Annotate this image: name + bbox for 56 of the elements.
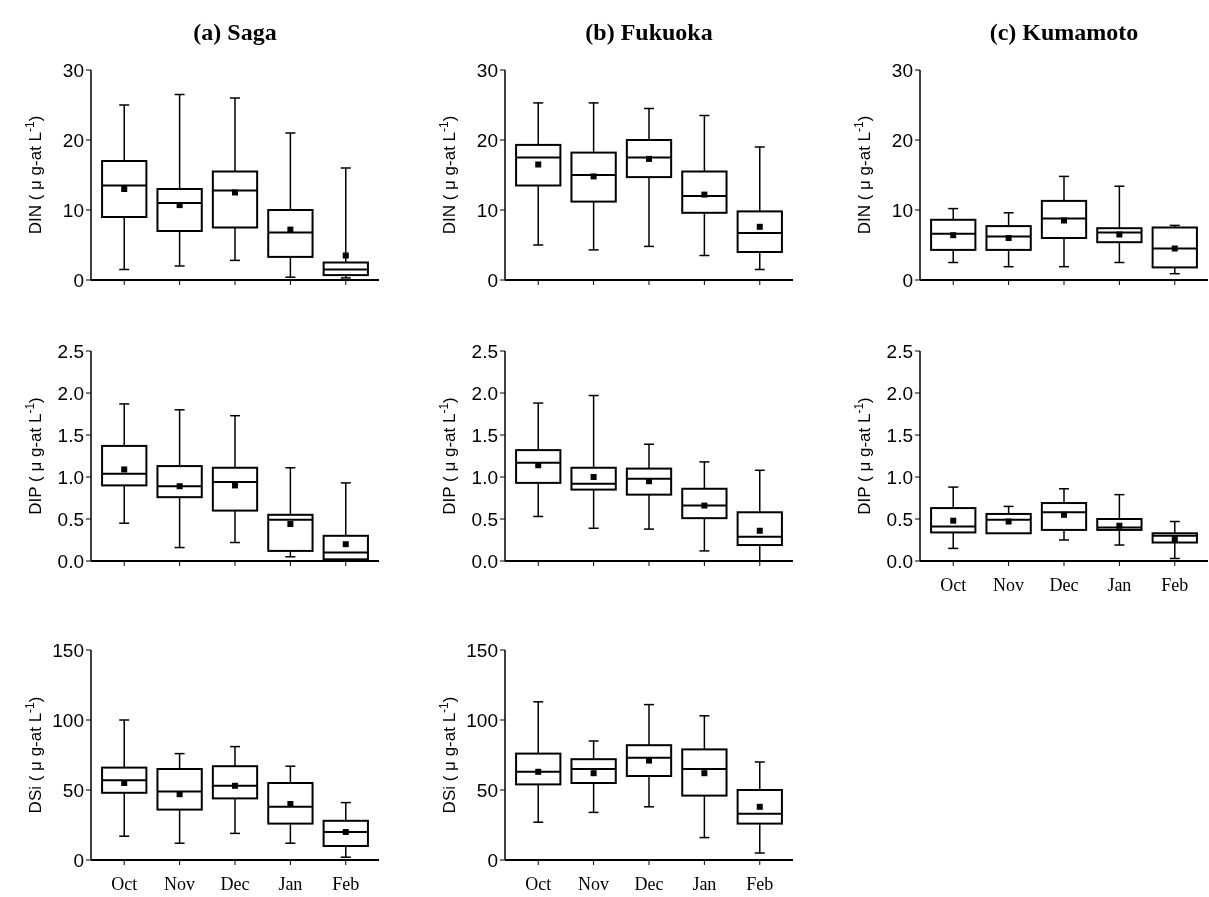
y-tick-label: 2.5	[886, 340, 913, 362]
y-tick-label: 100	[52, 709, 84, 731]
y-tick-label: 0.5	[886, 508, 913, 530]
y-tick-label: 0	[902, 269, 913, 291]
y-tick-label: 1.0	[886, 466, 913, 488]
y-tick-label: 0	[487, 849, 498, 871]
y-tick-label: 50	[62, 779, 84, 801]
y-tick-label: 0	[73, 269, 84, 291]
x-tick-label: Nov	[993, 575, 1025, 595]
y-tick-label: 0.0	[471, 550, 498, 572]
y-tick-label: 30	[891, 59, 913, 81]
y-tick-label: 30	[476, 59, 498, 81]
y-tick-label: 20	[476, 129, 498, 151]
y-tick-label: 10	[62, 199, 84, 221]
y-tick-label: 1.0	[57, 466, 84, 488]
x-tick-label: Jan	[278, 874, 303, 894]
y-tick-label: 2.0	[471, 382, 498, 404]
x-tick-label: Oct	[525, 874, 552, 894]
x-tick-label: Dec	[220, 874, 250, 894]
y-tick-label: 20	[62, 129, 84, 151]
y-tick-label: 2.0	[886, 382, 913, 404]
y-tick-label: 0.5	[57, 508, 84, 530]
y-tick-label: 0.0	[886, 550, 913, 572]
chart-title: (b) Fukuoka	[585, 19, 713, 45]
x-tick-label: Feb	[746, 874, 774, 894]
x-tick-label: Nov	[164, 874, 196, 894]
y-tick-label: 150	[466, 639, 498, 661]
y-tick-label: 20	[891, 129, 913, 151]
y-tick-label: 50	[476, 779, 498, 801]
y-tick-label: 2.0	[57, 382, 84, 404]
y-tick-label: 1.0	[471, 466, 498, 488]
x-tick-label: Feb	[332, 874, 360, 894]
x-tick-label: Jan	[692, 874, 717, 894]
chart-title: (c) Kumamoto	[989, 19, 1139, 45]
x-tick-label: Oct	[940, 575, 967, 595]
x-tick-label: Dec	[1049, 575, 1079, 595]
y-tick-label: 0	[73, 849, 84, 871]
y-tick-label: 2.5	[57, 340, 84, 362]
y-tick-label: 0.5	[471, 508, 498, 530]
chart-title: (a) Saga	[193, 19, 277, 45]
y-tick-label: 1.5	[886, 424, 913, 446]
y-tick-label: 2.5	[471, 340, 498, 362]
y-tick-label: 0.0	[57, 550, 84, 572]
y-tick-label: 150	[52, 639, 84, 661]
y-tick-label: 0	[487, 269, 498, 291]
y-tick-label: 100	[466, 709, 498, 731]
y-tick-label: 10	[891, 199, 913, 221]
y-tick-label: 10	[476, 199, 498, 221]
x-tick-label: Dec	[634, 874, 664, 894]
y-tick-label: 1.5	[471, 424, 498, 446]
y-tick-label: 1.5	[57, 424, 84, 446]
x-tick-label: Feb	[1161, 575, 1189, 595]
x-tick-label: Oct	[111, 874, 138, 894]
x-tick-label: Nov	[578, 874, 610, 894]
x-tick-label: Jan	[1107, 575, 1132, 595]
y-tick-label: 30	[62, 59, 84, 81]
